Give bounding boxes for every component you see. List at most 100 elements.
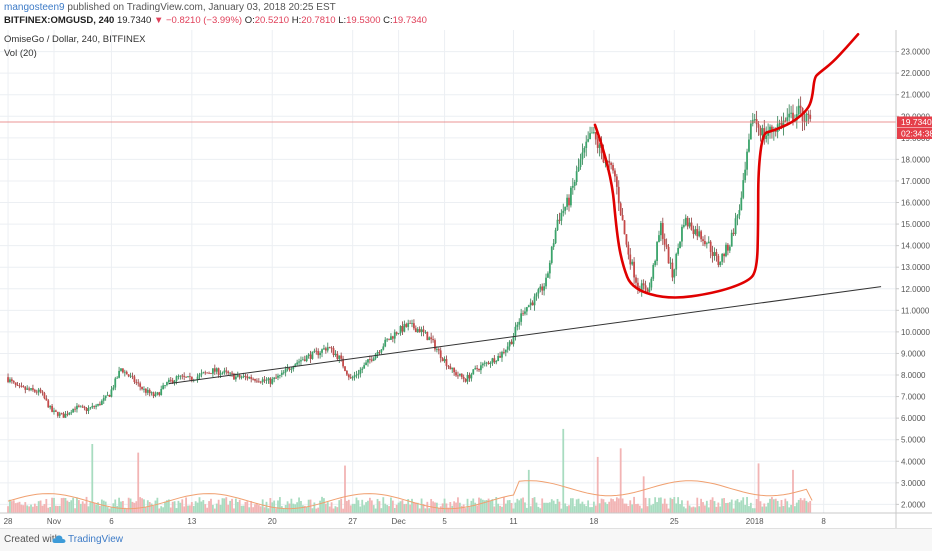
candle-body bbox=[738, 210, 741, 216]
volume-bar bbox=[380, 508, 383, 513]
candle-body bbox=[516, 324, 519, 327]
volume-bar bbox=[640, 508, 643, 513]
volume-bar bbox=[654, 497, 657, 513]
volume-bar bbox=[449, 501, 452, 513]
candle-body bbox=[144, 388, 147, 393]
volume-bar bbox=[794, 506, 796, 513]
candle-body bbox=[568, 197, 570, 206]
volume-bar bbox=[455, 502, 457, 513]
volume-bar bbox=[428, 508, 431, 513]
candle-body bbox=[575, 171, 578, 182]
volume-bar bbox=[303, 505, 306, 513]
candle-body bbox=[761, 128, 764, 136]
candle-body bbox=[654, 260, 657, 265]
chart-title: OmiseGo / Dollar, 240, BITFINEX bbox=[4, 34, 146, 45]
candle-body bbox=[323, 348, 325, 350]
volume-bar bbox=[782, 506, 785, 513]
volume-bar bbox=[141, 498, 143, 513]
candle-body bbox=[550, 246, 553, 263]
volume-bar bbox=[344, 465, 346, 513]
candle-body bbox=[91, 405, 94, 408]
volume-bar bbox=[215, 503, 218, 513]
volume-bar bbox=[757, 463, 760, 513]
volume-bar bbox=[409, 504, 411, 513]
y-tick-label: 9.0000 bbox=[901, 349, 926, 358]
volume-bar bbox=[807, 502, 810, 513]
candle-body bbox=[229, 372, 232, 374]
volume-bar bbox=[562, 428, 565, 513]
candle-body bbox=[72, 408, 75, 413]
candle-body bbox=[14, 382, 17, 385]
volume-bar bbox=[504, 503, 507, 513]
candle-body bbox=[391, 336, 394, 339]
volume-bar bbox=[388, 506, 390, 513]
volume-bar bbox=[485, 500, 488, 513]
volume-bar bbox=[87, 506, 90, 513]
volume-bar bbox=[537, 506, 540, 513]
volume-bar bbox=[129, 498, 132, 513]
volume-bar bbox=[399, 501, 402, 513]
volume-bar bbox=[602, 499, 605, 513]
candle-body bbox=[650, 278, 653, 288]
candle-body bbox=[591, 132, 593, 134]
candle-body bbox=[690, 222, 693, 230]
candle-body bbox=[556, 219, 559, 231]
candle-body bbox=[692, 229, 695, 235]
volume-bar bbox=[95, 504, 98, 513]
price-chart[interactable]: 2.0000 3.0000 4.0000 5.0000 6.0000 7.0000 8.00… bbox=[0, 30, 932, 528]
volume-bar bbox=[525, 507, 528, 513]
volume-bar bbox=[548, 502, 551, 513]
volume-bar bbox=[190, 502, 193, 513]
candle-body bbox=[797, 105, 800, 115]
candle-body bbox=[309, 354, 312, 359]
tradingview-link[interactable]: TradingView bbox=[68, 534, 124, 545]
y-tick-label: 13.0000 bbox=[901, 263, 930, 272]
volume-bar bbox=[326, 502, 329, 513]
x-tick-label: 11 bbox=[509, 517, 518, 526]
candle-body bbox=[355, 374, 358, 376]
candle-body bbox=[275, 377, 277, 379]
candle-body bbox=[334, 353, 337, 355]
volume-bar bbox=[761, 506, 764, 513]
volume-bar bbox=[776, 500, 779, 513]
candle-body bbox=[742, 180, 745, 198]
volume-bar bbox=[14, 503, 17, 513]
candle-body bbox=[55, 410, 57, 412]
volume-bar bbox=[28, 506, 31, 513]
candle-body bbox=[495, 361, 498, 363]
candle-body bbox=[510, 341, 513, 345]
volume-bar bbox=[208, 501, 210, 513]
candle-body bbox=[223, 370, 226, 373]
candle-body bbox=[661, 223, 664, 239]
candle-body bbox=[233, 373, 235, 380]
candle-body bbox=[376, 352, 379, 355]
last-price-box bbox=[897, 116, 932, 128]
low-label: L: bbox=[338, 15, 347, 26]
volume-bar bbox=[771, 497, 773, 513]
volume-bar bbox=[100, 499, 103, 513]
volume-bar bbox=[483, 500, 486, 513]
candle-body bbox=[426, 332, 429, 341]
candle-body bbox=[102, 398, 105, 401]
volume-bar bbox=[780, 499, 783, 513]
volume-bar bbox=[661, 503, 664, 513]
volume-bar bbox=[594, 505, 597, 513]
x-tick-label: 27 bbox=[348, 517, 357, 526]
volume-bar bbox=[311, 508, 314, 513]
candle-body bbox=[637, 282, 639, 290]
volume-bar bbox=[372, 505, 375, 513]
volume-bar bbox=[349, 505, 352, 513]
candle-body bbox=[261, 379, 264, 382]
volume-bar bbox=[675, 503, 678, 513]
candle-body bbox=[365, 362, 367, 366]
volume-bar bbox=[508, 500, 511, 513]
volume-bar bbox=[328, 506, 331, 513]
volume-bar bbox=[374, 508, 377, 513]
volume-bar bbox=[363, 505, 366, 513]
candle-body bbox=[127, 374, 130, 377]
volume-indicator-label[interactable]: Vol (20) bbox=[4, 48, 37, 59]
candle-body bbox=[259, 381, 262, 383]
author-link[interactable]: mangosteen9 bbox=[4, 2, 65, 13]
candle-body bbox=[512, 336, 515, 345]
volume-bar bbox=[612, 499, 614, 513]
